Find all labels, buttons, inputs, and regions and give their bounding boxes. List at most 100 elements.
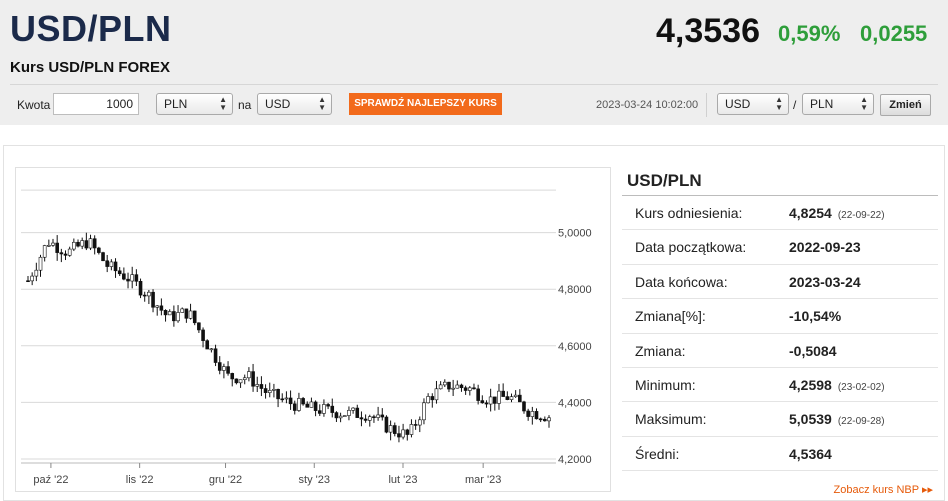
to-currency-select[interactable]: USD ▲ ▼ bbox=[257, 93, 332, 115]
candle-body bbox=[226, 366, 230, 374]
candle-body bbox=[176, 312, 180, 322]
candle-body bbox=[363, 418, 368, 421]
stats-row: Minimum: 4,2598 (23-02-02) bbox=[622, 368, 938, 403]
candle-body bbox=[326, 404, 330, 407]
current-rate: 4,3536 bbox=[656, 12, 760, 50]
candle-body bbox=[530, 411, 535, 417]
stats-row: Zmiana: -0,5084 bbox=[622, 334, 938, 368]
to-label: na bbox=[238, 98, 252, 112]
candle-body bbox=[142, 294, 147, 297]
change-percent: 0,59% bbox=[778, 21, 841, 46]
candle-body bbox=[451, 387, 455, 390]
x-tick-label: lut '23 bbox=[388, 474, 417, 486]
candle-body bbox=[267, 390, 272, 393]
select-arrows-icon: ▲ ▼ bbox=[318, 95, 326, 112]
candle-body bbox=[351, 407, 355, 411]
candle-body bbox=[472, 387, 476, 390]
candle-body bbox=[134, 274, 139, 282]
candle-body bbox=[518, 394, 522, 403]
candle-body bbox=[147, 291, 151, 297]
candle-body bbox=[526, 410, 530, 417]
candle-body bbox=[76, 241, 80, 247]
chart-canvas: 4,2000 4,4000 4,6000 4,8000 5,0000 paź '22 lis… bbox=[21, 189, 592, 486]
candle-body bbox=[409, 424, 414, 435]
amount-input[interactable]: 1000 bbox=[53, 93, 139, 115]
stat-date: (23-02-02) bbox=[837, 381, 885, 393]
candle-body bbox=[493, 396, 497, 404]
x-tick-label: gru '22 bbox=[209, 474, 242, 486]
candle-body bbox=[380, 414, 385, 418]
candle-body bbox=[547, 417, 551, 422]
base-currency-select[interactable]: USD ▲ ▼ bbox=[717, 93, 789, 115]
candle-body bbox=[376, 414, 380, 418]
stat-value: 2023-03-24 bbox=[789, 274, 861, 290]
candle-body bbox=[438, 384, 443, 390]
x-tick-label: sty '23 bbox=[299, 474, 330, 486]
candle-body bbox=[484, 402, 489, 405]
stats-rows: Kurs odniesienia: 4,8254 (22-09-22) Data po… bbox=[622, 196, 938, 472]
select-arrows-icon: ▲ ▼ bbox=[219, 95, 227, 112]
candle-body bbox=[292, 403, 297, 411]
candle-body bbox=[543, 418, 547, 422]
nbp-rate-link[interactable]: Zobacz kurs NBP ▸▸ bbox=[833, 484, 933, 496]
candle-body bbox=[47, 244, 51, 247]
stat-label: Zmiana[%]: bbox=[635, 308, 706, 325]
amount-label: Kwota bbox=[17, 98, 51, 112]
to-currency-value: USD bbox=[265, 97, 291, 111]
stat-label: Data początkowa: bbox=[635, 239, 747, 256]
candle-body bbox=[113, 261, 118, 272]
candle-body bbox=[288, 397, 293, 405]
stat-value: 4,5364 bbox=[789, 446, 832, 462]
stat-value: 2022-09-23 bbox=[789, 239, 861, 255]
candle-body bbox=[422, 402, 426, 421]
check-best-rate-button[interactable]: SPRAWDŹ NAJLEPSZY KURS bbox=[349, 93, 502, 115]
candle-body bbox=[309, 401, 314, 408]
candle-body bbox=[26, 280, 30, 283]
stats-row: Data końcowa: 2023-03-24 bbox=[622, 265, 938, 300]
candle-body bbox=[209, 348, 214, 351]
stat-value: -0,5084 bbox=[789, 343, 836, 359]
candle-body bbox=[97, 247, 101, 253]
candle-body bbox=[242, 377, 247, 381]
candle-body bbox=[259, 384, 264, 389]
stat-date: (22-09-28) bbox=[837, 416, 885, 428]
candle-body bbox=[251, 371, 255, 387]
candle-body bbox=[30, 275, 34, 282]
candle-body bbox=[434, 388, 439, 401]
stat-value-text: 2023-03-24 bbox=[789, 273, 861, 290]
stats-panel: USD/PLN Kurs odniesienia: 4,8254 (22-09-22… bbox=[622, 162, 938, 472]
from-currency-value: PLN bbox=[164, 97, 188, 111]
stat-value: -10,54% bbox=[789, 308, 841, 324]
candle-body bbox=[38, 256, 43, 271]
from-currency-select[interactable]: PLN ▲ ▼ bbox=[156, 93, 233, 115]
candle-body bbox=[417, 419, 422, 426]
stat-label: Maksimum: bbox=[635, 411, 707, 428]
candle-body bbox=[476, 388, 480, 401]
y-tick-label: 5,0000 bbox=[558, 228, 592, 240]
candle-body bbox=[342, 415, 347, 417]
candle-body bbox=[367, 416, 372, 421]
candle-body bbox=[88, 238, 93, 249]
stats-row: Zmiana[%]: -10,54% bbox=[622, 299, 938, 334]
candle-body bbox=[155, 305, 160, 308]
candle-body bbox=[247, 371, 251, 379]
change-pair-button[interactable]: Zmień bbox=[880, 94, 931, 116]
stat-label: Zmiana: bbox=[635, 342, 686, 359]
quote-currency-select[interactable]: PLN ▲ ▼ bbox=[802, 93, 874, 115]
candle-body bbox=[184, 308, 189, 319]
candle-body bbox=[405, 429, 410, 435]
candle-body bbox=[455, 384, 460, 389]
candle-body bbox=[130, 274, 134, 282]
price-chart: 4,2000 4,4000 4,6000 4,8000 5,0000 paź '22 lis… bbox=[15, 167, 611, 492]
x-tick-label: lis '22 bbox=[126, 474, 154, 486]
candle-body bbox=[63, 253, 68, 256]
stat-label: Kurs odniesienia: bbox=[635, 205, 743, 221]
stat-value-text: 5,0539 bbox=[789, 411, 832, 428]
candle-body bbox=[197, 322, 201, 331]
candle-body bbox=[84, 240, 89, 249]
candle-body bbox=[255, 384, 260, 387]
stat-value-text: -0,5084 bbox=[789, 342, 837, 359]
candle-body bbox=[205, 340, 210, 350]
toolbar-divider bbox=[706, 93, 707, 117]
select-arrows-icon: ▲ ▼ bbox=[860, 95, 868, 112]
